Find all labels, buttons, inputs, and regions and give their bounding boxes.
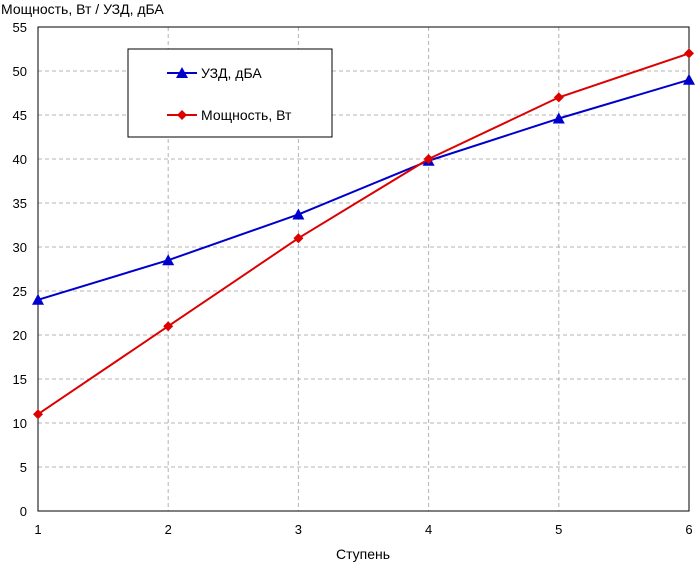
- legend: УЗД, дБА Мощность, Вт: [127, 48, 333, 138]
- y-tick-label: 40: [13, 152, 27, 167]
- plot-frame: [37, 26, 690, 512]
- series-line-power: [37, 52, 690, 416]
- data-point-uzd: [32, 293, 44, 305]
- y-tick-label: 45: [13, 108, 27, 123]
- y-tick-label: 20: [13, 328, 27, 343]
- x-tick-label: 5: [555, 522, 562, 537]
- data-point-power: [684, 48, 694, 59]
- x-axis-label: Ступень: [336, 546, 390, 562]
- x-tick-label: 6: [685, 522, 692, 537]
- series-line-uzd: [37, 78, 690, 301]
- legend-label-uzd: УЗД, дБА: [201, 65, 262, 81]
- data-point-uzd: [292, 208, 305, 220]
- y-tick-label: 15: [13, 372, 27, 387]
- x-tick-label: 4: [425, 522, 432, 537]
- legend-marker-power-diamond-icon: [177, 110, 187, 120]
- data-point-power: [33, 409, 43, 420]
- y-tick-label: 35: [13, 196, 27, 211]
- data-point-uzd: [683, 73, 695, 85]
- x-tick-label: 3: [295, 522, 302, 537]
- data-point-power: [163, 321, 174, 332]
- y-axis-label: Мощность, Вт / УЗД, дБА: [1, 1, 164, 17]
- y-tick-label: 5: [20, 460, 27, 475]
- data-point-uzd: [162, 254, 175, 266]
- y-tick-label: 30: [13, 240, 27, 255]
- legend-marker-uzd-triangle-icon: [176, 67, 188, 78]
- x-tick-label: 1: [34, 522, 41, 537]
- data-point-uzd: [552, 112, 565, 124]
- series: [32, 48, 695, 420]
- y-tick-label: 50: [13, 64, 27, 79]
- y-tick-label: 55: [13, 20, 27, 35]
- x-tick-label: 2: [165, 522, 172, 537]
- legend-label-power: Мощность, Вт: [201, 107, 292, 123]
- y-tick-label: 10: [13, 416, 27, 431]
- data-point-power: [553, 92, 564, 103]
- legend-box: [127, 48, 333, 138]
- y-tick-label: 25: [13, 284, 27, 299]
- data-point-power: [423, 154, 434, 164]
- y-tick-label: 0: [20, 504, 27, 519]
- data-point-power: [293, 233, 304, 244]
